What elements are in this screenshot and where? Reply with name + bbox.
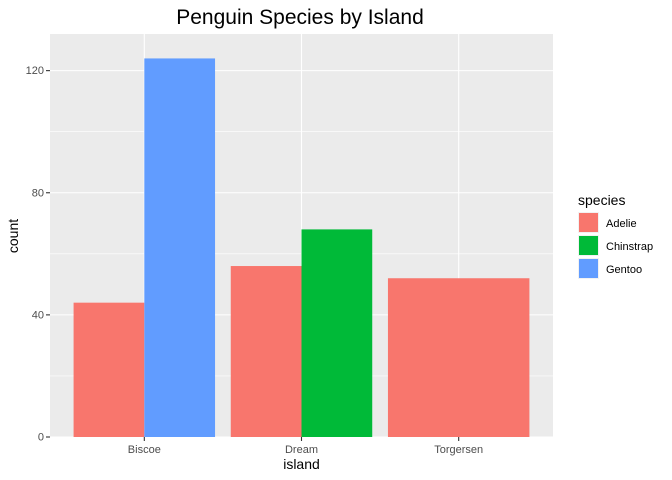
legend-label-gentoo: Gentoo: [606, 264, 642, 276]
y-tick-label: 80: [32, 187, 44, 199]
y-axis: 0 40 80 120: [26, 65, 50, 444]
bar-torgersen-adelie: [387, 278, 530, 437]
chart-title: Penguin Species by Island: [176, 6, 424, 29]
x-tick-label: Biscoe: [128, 444, 161, 456]
bar-dream-chinstrap: [301, 229, 373, 437]
bars: [73, 58, 530, 437]
y-axis-label: count: [5, 219, 21, 253]
legend-title: species: [578, 192, 625, 208]
legend-swatch-adelie: [579, 213, 598, 232]
y-tick-label: 0: [38, 432, 44, 444]
x-axis-label: island: [283, 456, 320, 472]
bar-biscoe-gentoo: [144, 58, 216, 437]
legend-swatch-gentoo: [579, 259, 598, 278]
y-tick-label: 40: [32, 309, 44, 321]
x-axis: Biscoe Dream Torgersen: [128, 437, 483, 456]
legend-label-adelie: Adelie: [606, 218, 637, 230]
bar-biscoe-adelie: [73, 302, 145, 437]
legend-label-chinstrap: Chinstrap: [606, 241, 653, 253]
bar-dream-adelie: [230, 266, 302, 437]
legend: species Adelie Chinstrap Gentoo: [578, 192, 653, 279]
y-tick-label: 120: [26, 65, 44, 77]
legend-swatch-chinstrap: [579, 236, 598, 255]
x-tick-label: Torgersen: [434, 444, 483, 456]
x-tick-label: Dream: [285, 444, 318, 456]
